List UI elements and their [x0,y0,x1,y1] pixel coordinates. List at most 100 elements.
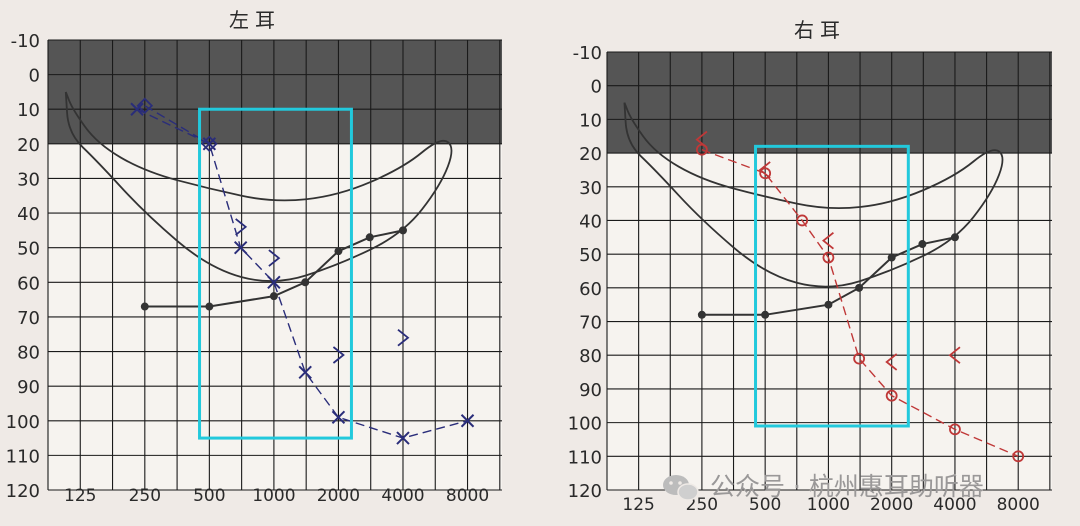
y-tick-label: 20 [579,144,602,165]
data-point [1012,450,1025,463]
y-tick-label: 30 [17,169,40,190]
y-tick-label: 110 [568,447,602,468]
data-point [233,240,248,255]
y-tick-label: 30 [579,178,602,199]
x-tick-label: 125 [622,495,654,515]
y-tick-label: 10 [579,110,602,131]
highlight-box [754,144,910,428]
y-tick-label: 120 [6,481,40,502]
data-point [301,278,310,287]
data-point [949,423,961,436]
data-point [853,352,866,365]
y-tick-label: 20 [17,135,40,156]
y-tick-label: 90 [579,380,602,401]
wechat-icon [663,475,699,501]
data-point [268,249,281,267]
x-tick-label: 250 [686,495,718,515]
shaded-region [48,40,502,144]
ear-title: 右耳 [794,18,846,42]
data-point [331,410,346,425]
data-point [887,253,896,262]
data-point [130,102,144,116]
data-point [235,218,248,236]
y-tick-label: -10 [11,31,40,52]
audiogram-right-ear: 右耳 -10 0 10 20 30 40 50 60 70 80 90 100 110 120 125 250 5… [568,18,1052,515]
data-point [332,346,345,364]
y-tick-label: 110 [6,446,40,467]
x-tick-label: 8000 [997,495,1040,515]
y-tick-label: 0 [29,66,40,87]
y-tick-label: 120 [568,481,602,502]
y-tick-label: 50 [17,239,40,260]
y-tick-label: 40 [579,211,602,232]
data-point [140,302,149,311]
x-tick-label: 1000 [252,486,295,506]
x-tick-label: 2000 [317,486,360,506]
data-point [365,233,374,242]
x-tick-label: 8000 [446,486,489,506]
y-tick-label: 100 [6,412,40,433]
y-tick-label: 80 [579,346,602,367]
data-point [821,231,834,250]
data-point [269,292,278,301]
series-line [136,108,468,439]
data-point [398,226,407,235]
data-point [759,167,772,180]
series-air-conduction [695,143,1025,463]
series-speech-curve [697,233,959,319]
series-line [701,149,1019,457]
y-tick-label: 70 [17,308,40,329]
data-point [397,328,410,347]
y-tick-label: 40 [17,204,40,225]
data-point [267,275,281,290]
data-point [824,300,833,309]
data-point [950,233,959,242]
series-bone-conduction [695,130,961,371]
y-tick-label: 70 [579,313,602,334]
series-bone-conduction [235,218,410,364]
speech-banana-curve [623,102,1004,288]
data-point [205,302,214,311]
speech-banana-curve [64,91,453,282]
watermark: 公众号 · 杭州惠耳助听器 [663,472,984,501]
y-tick-label: 100 [568,414,602,435]
data-point [796,214,809,227]
data-point [948,346,961,364]
data-point [136,97,154,115]
data-point [298,365,312,380]
y-tick-label: -10 [573,43,602,64]
y-tick-label: 60 [17,273,40,294]
x-tick-label: 500 [193,486,225,506]
x-tick-label: 4000 [933,495,976,515]
shaded-region [607,52,1052,154]
x-tick-label: 2000 [870,495,913,515]
y-tick-label: 0 [591,77,602,98]
x-tick-label: 1000 [807,495,850,515]
watermark-text: 公众号 · 杭州惠耳助听器 [710,472,984,501]
data-point [822,251,835,264]
data-point [697,310,706,319]
data-point [396,431,410,445]
highlight-box [198,107,353,440]
y-tick-label: 90 [17,377,40,398]
audiogram-left-ear: 左耳 -10 0 10 20 30 40 50 60 70 80 90 100 110 120 125 250 5… [6,8,502,506]
y-tick-label: 50 [579,245,602,266]
data-point [758,161,771,179]
x-tick-label: 250 [129,486,161,506]
data-point [885,389,898,402]
y-tick-label: 60 [579,279,602,300]
data-point [885,353,898,371]
data-point [460,414,475,428]
y-tick-label: 10 [17,100,40,121]
x-tick-label: 4000 [381,486,424,506]
x-tick-label: 125 [64,486,96,506]
ear-title: 左耳 [229,8,281,32]
data-point [855,283,864,292]
y-tick-label: 80 [17,343,40,364]
data-point [918,240,927,249]
data-point [695,130,708,149]
series-speech-curve [140,226,407,311]
data-point [201,135,218,153]
